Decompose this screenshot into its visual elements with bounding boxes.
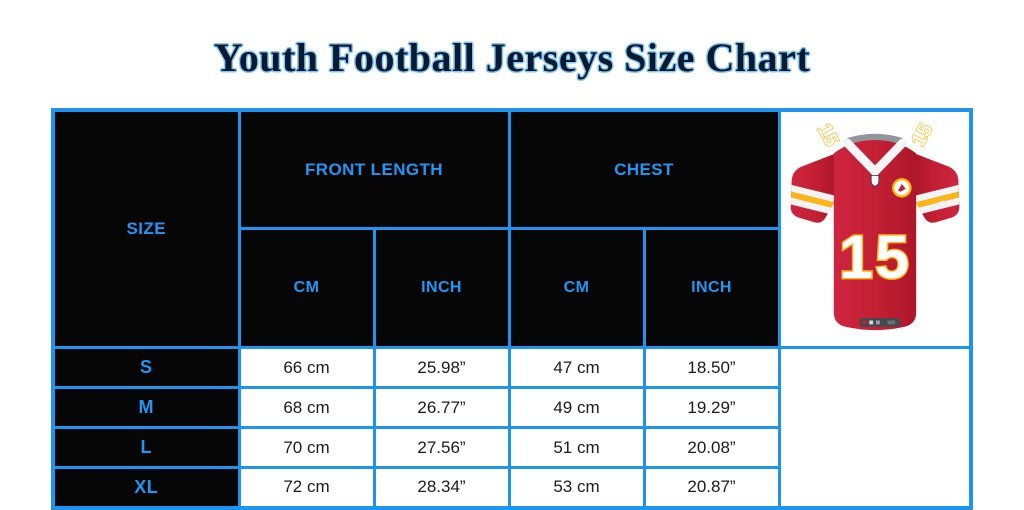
jersey-right-sleeve bbox=[914, 153, 960, 223]
nfl-shield-icon bbox=[870, 175, 879, 187]
chest-inch-cell: 20.87” bbox=[642, 466, 781, 509]
jersey-chest-number: 15 bbox=[839, 223, 911, 291]
header-chest: CHEST bbox=[507, 108, 781, 231]
jersey-left-sleeve-stripes bbox=[790, 180, 836, 218]
header-size: SIZE bbox=[51, 108, 241, 349]
jersey-right-shoulder-number: 15 bbox=[907, 120, 937, 150]
header-front-inch: INCH bbox=[372, 227, 511, 349]
jersey-image: 15 15 15 bbox=[790, 120, 960, 331]
header-chest-cm: CM bbox=[507, 227, 646, 349]
front-cm-cell: 66 cm bbox=[237, 346, 376, 389]
table-row-l: L 70 cm 27.56” 51 cm 20.08” bbox=[51, 426, 971, 469]
swoosh-icon bbox=[928, 200, 945, 211]
size-cell: S bbox=[51, 346, 241, 389]
jock-tag bbox=[859, 318, 900, 327]
team-patch-icon bbox=[891, 178, 912, 198]
front-inch-cell: 26.77” bbox=[372, 386, 511, 429]
size-cell: XL bbox=[51, 466, 241, 509]
front-cm-cell: 72 cm bbox=[237, 466, 376, 509]
table-row-m: M 68 cm 26.77” 49 cm 19.29” bbox=[51, 386, 971, 429]
table-row-xl: XL 72 cm 28.34” 53 cm 20.87” bbox=[51, 466, 971, 509]
chest-inch-cell: 19.29” bbox=[642, 386, 781, 429]
header-front-length: FRONT LENGTH bbox=[237, 108, 511, 231]
jersey-back-collar bbox=[846, 133, 903, 145]
jersey-photo: 15 15 15 bbox=[777, 108, 973, 349]
chest-cm-cell: 53 cm bbox=[507, 466, 646, 509]
front-inch-cell: 25.98” bbox=[372, 346, 511, 389]
chest-inch-cell: 18.50” bbox=[642, 346, 781, 389]
size-cell: L bbox=[51, 426, 241, 469]
jersey-left-sleeve bbox=[790, 153, 836, 223]
size-cell: M bbox=[51, 386, 241, 429]
page-title: Youth Football Jerseys Size Chart bbox=[213, 35, 811, 80]
front-cm-cell: 70 cm bbox=[237, 426, 376, 469]
size-chart-table: SIZE FRONT LENGTH CHEST bbox=[51, 108, 973, 510]
chest-inch-cell: 20.08” bbox=[642, 426, 781, 469]
jersey-collar bbox=[842, 138, 907, 176]
jersey-left-shoulder-number: 15 bbox=[812, 120, 842, 150]
table-row-s: S 66 cm 25.98” 47 cm 18.50” bbox=[51, 346, 971, 389]
chest-cm-cell: 47 cm bbox=[507, 346, 646, 389]
chest-cm-cell: 51 cm bbox=[507, 426, 646, 469]
header-front-cm: CM bbox=[237, 227, 376, 349]
front-cm-cell: 68 cm bbox=[237, 386, 376, 429]
front-inch-cell: 28.34” bbox=[372, 466, 511, 509]
chest-cm-cell: 49 cm bbox=[507, 386, 646, 429]
header-chest-inch: INCH bbox=[642, 227, 781, 349]
front-inch-cell: 27.56” bbox=[372, 426, 511, 469]
